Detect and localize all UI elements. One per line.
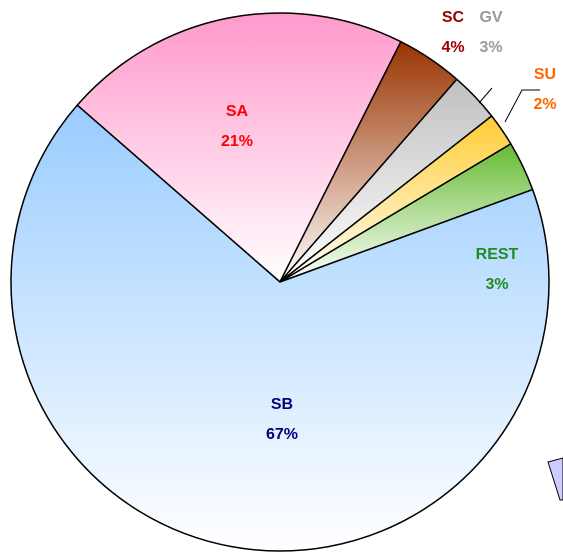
slice-name: SA	[226, 103, 249, 120]
decoration	[547, 457, 563, 501]
labels: SA 21% SC 4% GV 3% SU 2% REST 3% SB 67%	[221, 9, 557, 443]
slice-name: SB	[271, 396, 293, 413]
leader-line	[504, 89, 540, 123]
slice-name: GV	[479, 9, 502, 26]
pie	[10, 12, 550, 552]
slice-value: 21%	[221, 133, 253, 150]
slice-value: 4%	[441, 39, 464, 56]
slice-value: 2%	[533, 96, 556, 113]
slice	[10, 104, 550, 552]
slice	[76, 12, 402, 283]
slice-value: 3%	[485, 276, 508, 293]
slice-name: SU	[534, 66, 556, 83]
leader-line	[478, 87, 493, 104]
slice-value: 3%	[479, 39, 502, 56]
slice-value: 67%	[266, 426, 298, 443]
slice-name: SC	[442, 9, 465, 26]
slice-name: REST	[476, 246, 519, 263]
